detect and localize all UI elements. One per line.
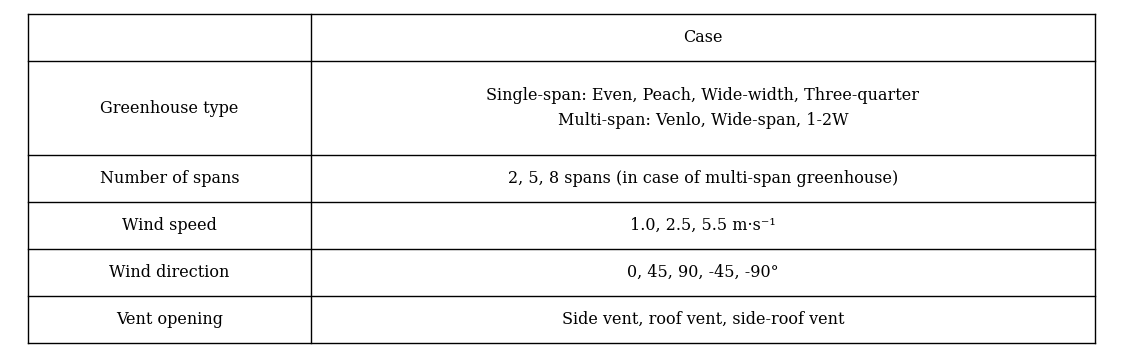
Text: 2, 5, 8 spans (in case of multi-span greenhouse): 2, 5, 8 spans (in case of multi-span gre…	[508, 170, 898, 187]
Text: Side vent, roof vent, side-roof vent: Side vent, roof vent, side-roof vent	[562, 311, 844, 328]
Text: Greenhouse type: Greenhouse type	[100, 100, 238, 117]
Text: Wind direction: Wind direction	[109, 264, 229, 281]
Text: Vent opening: Vent opening	[116, 311, 223, 328]
Text: Single-span: Even, Peach, Wide-width, Three-quarter
Multi-span: Venlo, Wide-span: Single-span: Even, Peach, Wide-width, Th…	[486, 87, 920, 129]
Text: 0, 45, 90, -45, -90°: 0, 45, 90, -45, -90°	[627, 264, 778, 281]
Text: Case: Case	[683, 29, 722, 46]
Text: 1.0, 2.5, 5.5 m·s⁻¹: 1.0, 2.5, 5.5 m·s⁻¹	[630, 217, 776, 234]
Text: Wind speed: Wind speed	[122, 217, 217, 234]
Text: Number of spans: Number of spans	[100, 170, 239, 187]
